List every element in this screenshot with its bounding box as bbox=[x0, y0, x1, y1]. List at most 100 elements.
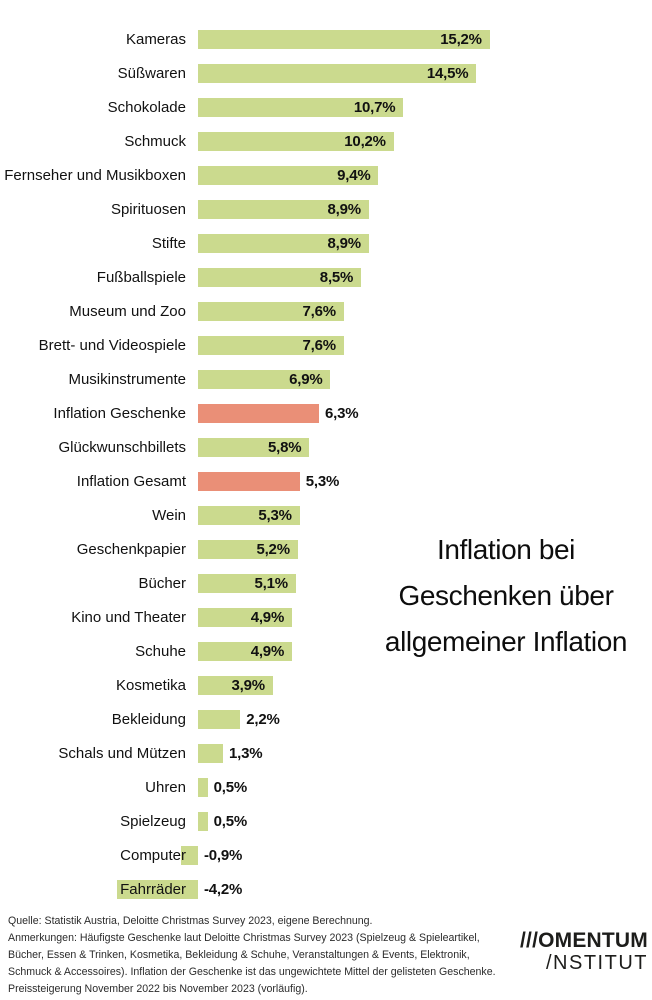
value-bar bbox=[198, 166, 379, 185]
value-bar bbox=[198, 30, 490, 49]
value-label: 1,3% bbox=[228, 745, 263, 762]
chart-row: Bücher 5,1% bbox=[0, 574, 652, 593]
category-label: Süßwaren bbox=[117, 65, 186, 82]
value-bar bbox=[198, 608, 293, 627]
value-label: 7,6% bbox=[302, 303, 337, 320]
value-label: 0,5% bbox=[213, 779, 248, 796]
value-bar bbox=[198, 744, 223, 763]
chart-row: Spielzeug 0,5% bbox=[0, 812, 652, 831]
note-line: Preissteigerung November 2022 bis Novemb… bbox=[8, 983, 308, 995]
value-label: 10,2% bbox=[344, 133, 386, 150]
value-label: 8,9% bbox=[327, 235, 361, 252]
note-line: Anmerkungen: Häufigste Geschenke laut De… bbox=[8, 932, 480, 944]
value-bar bbox=[198, 506, 300, 525]
value-bar bbox=[198, 370, 331, 389]
value-label: 15,2% bbox=[440, 31, 482, 48]
note-line: Bücher, Essen & Trinken, Kosmetika, Bekl… bbox=[8, 949, 470, 961]
momentum-institut-logo: ///OMENTUM /NSTITUT bbox=[468, 929, 648, 974]
chart-title-line-3: allgemeiner Inflation bbox=[384, 626, 628, 657]
value-label: 6,9% bbox=[289, 371, 323, 388]
value-label: 8,5% bbox=[319, 269, 354, 286]
category-label: Kameras bbox=[125, 31, 186, 48]
value-label: 3,9% bbox=[231, 677, 265, 694]
chart-row: Inflation Geschenke 6,3% bbox=[0, 404, 652, 423]
category-label: Fahrräder bbox=[120, 881, 186, 898]
chart-row: Kosmetika 3,9% bbox=[0, 676, 652, 695]
chart-title: Inflation bei Geschenken über allgemeine… bbox=[356, 527, 652, 665]
value-label: 10,7% bbox=[353, 99, 396, 116]
chart-row: Bekleidung 2,2% bbox=[0, 710, 652, 729]
value-bar bbox=[198, 812, 208, 831]
category-label: Stifte bbox=[151, 235, 186, 252]
value-label: 6,3% bbox=[324, 405, 359, 422]
category-label: Bekleidung bbox=[111, 711, 186, 728]
category-label: Kino und Theater bbox=[71, 609, 186, 626]
value-bar bbox=[198, 710, 241, 729]
chart-row: Wein 5,3% bbox=[0, 506, 652, 525]
chart-row: Fernseher und Musikboxen 9,4% bbox=[0, 166, 652, 185]
note-line: Schmuck & Accessoires). Inflation der Ge… bbox=[8, 966, 496, 978]
value-bar bbox=[198, 98, 404, 117]
bar-chart: Kameras 15,2% Süßwaren 14,5% Schokolade 10,7%… bbox=[0, 30, 652, 899]
category-label: Brett- und Videospiele bbox=[38, 337, 186, 354]
chart-row: Brett- und Videospiele 7,6% bbox=[0, 336, 652, 355]
value-bar bbox=[198, 336, 344, 355]
category-label: Bücher bbox=[138, 575, 186, 592]
logo-wordmark-momentum: ///OMENTUM bbox=[520, 929, 648, 952]
value-bar bbox=[198, 234, 369, 253]
value-label: 5,2% bbox=[256, 541, 290, 558]
chart-row: Geschenkpapier 5,2% bbox=[0, 540, 652, 559]
value-label: 7,6% bbox=[302, 337, 337, 354]
chart-row: Fahrräder -4,2% bbox=[0, 880, 652, 899]
category-label: Schokolade bbox=[107, 99, 186, 116]
value-bar bbox=[198, 642, 293, 661]
value-bar bbox=[198, 540, 298, 559]
category-label: Fernseher und Musikboxen bbox=[4, 167, 186, 184]
value-label: 5,3% bbox=[258, 507, 292, 524]
chart-row: Fußballspiele 8,5% bbox=[0, 268, 652, 287]
chart-row: Schokolade 10,7% bbox=[0, 98, 652, 117]
value-label: 14,5% bbox=[426, 65, 469, 82]
value-bar bbox=[198, 132, 394, 151]
value-label: 5,1% bbox=[254, 575, 289, 592]
chart-row: Glückwunschbillets 5,8% bbox=[0, 438, 652, 457]
chart-title-line-2: Geschenken über bbox=[398, 580, 614, 611]
value-label: -4,2% bbox=[204, 881, 243, 898]
category-label: Spielzeug bbox=[120, 813, 186, 830]
chart-row: Museum und Zoo 7,6% bbox=[0, 302, 652, 321]
value-label: 4,9% bbox=[250, 609, 285, 626]
value-bar bbox=[198, 778, 208, 797]
value-bar bbox=[198, 268, 362, 287]
source-line: Quelle: Statistik Austria, Deloitte Chri… bbox=[8, 915, 373, 927]
category-label: Spirituosen bbox=[110, 201, 186, 218]
value-bar bbox=[198, 200, 369, 219]
category-label: Inflation Geschenke bbox=[53, 405, 186, 422]
category-label: Schmuck bbox=[124, 133, 186, 150]
highlight-bar bbox=[198, 472, 300, 491]
logo-wordmark-institut: /NSTITUT bbox=[546, 952, 648, 974]
value-label: -0,9% bbox=[204, 847, 243, 864]
value-bar bbox=[198, 64, 477, 83]
category-label: Fußballspiele bbox=[96, 269, 186, 286]
value-bar bbox=[198, 302, 344, 321]
category-label: Glückwunschbillets bbox=[58, 439, 186, 456]
category-label: Geschenkpapier bbox=[76, 541, 186, 558]
chart-row: Uhren 0,5% bbox=[0, 778, 652, 797]
chart-row: Stifte 8,9% bbox=[0, 234, 652, 253]
value-bar bbox=[198, 438, 310, 457]
value-bar bbox=[198, 676, 273, 695]
chart-row: Spirituosen 8,9% bbox=[0, 200, 652, 219]
category-label: Museum und Zoo bbox=[69, 303, 186, 320]
chart-row: Musikinstrumente 6,9% bbox=[0, 370, 652, 389]
chart-row: Computer -0,9% bbox=[0, 846, 652, 865]
category-label: Wein bbox=[152, 507, 186, 524]
category-label: Schuhe bbox=[135, 643, 186, 660]
chart-row: Süßwaren 14,5% bbox=[0, 64, 652, 83]
category-label: Uhren bbox=[145, 779, 186, 796]
value-bar bbox=[198, 574, 296, 593]
chart-row: Kino und Theater 4,9% bbox=[0, 608, 652, 627]
value-label: 0,5% bbox=[213, 813, 248, 830]
value-label: 2,2% bbox=[246, 711, 280, 728]
value-bar bbox=[117, 880, 198, 899]
value-label: 8,9% bbox=[327, 201, 361, 218]
